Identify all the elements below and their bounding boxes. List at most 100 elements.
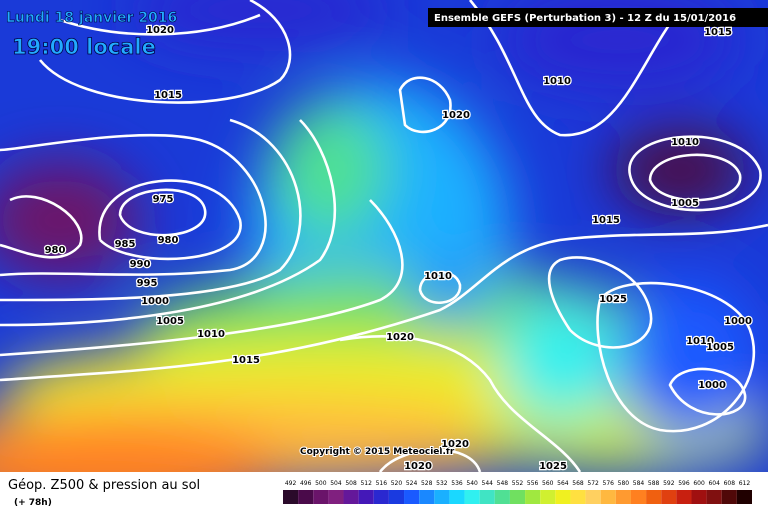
legend-swatch <box>358 490 374 504</box>
isobar-label: 990 <box>130 259 151 270</box>
isobar-label: 1000 <box>724 316 752 327</box>
legend-swatch <box>555 490 571 504</box>
isobar-label: 1005 <box>706 342 734 353</box>
isobar <box>628 135 762 212</box>
isobar-label: 1020 <box>146 25 174 36</box>
legend-swatch <box>661 490 677 504</box>
legend-label: 540 <box>466 480 478 487</box>
isobar-label: 1005 <box>156 316 184 327</box>
legend-swatch <box>509 490 526 504</box>
copyright: Copyright © 2015 Meteociel.fr <box>300 447 455 457</box>
legend-swatch <box>343 490 359 504</box>
isobar-label: 1000 <box>141 296 169 307</box>
legend-swatch <box>691 490 707 504</box>
legend-swatch <box>585 490 601 504</box>
isobar <box>378 448 482 472</box>
legend-label: 600 <box>693 480 705 487</box>
legend-label: 552 <box>512 480 524 487</box>
legend-swatch <box>646 490 662 504</box>
legend-label: 584 <box>633 480 645 487</box>
legend-label: 528 <box>421 480 433 487</box>
legend-swatch <box>706 490 722 504</box>
legend-swatch <box>313 490 329 504</box>
isobar-label: 1020 <box>441 439 469 450</box>
legend-label: 556 <box>527 480 539 487</box>
isobar-label: 1000 <box>698 380 726 391</box>
legend-label: 492 <box>285 480 297 487</box>
legend-label: 576 <box>603 480 615 487</box>
legend-swatch <box>540 490 556 504</box>
legend-label: 604 <box>708 480 720 487</box>
legend-label: 532 <box>436 480 448 487</box>
legend-swatch <box>283 490 299 504</box>
legend-label: 536 <box>451 480 463 487</box>
isobar <box>398 76 452 134</box>
legend-label: 496 <box>300 480 312 487</box>
legend-swatch <box>419 490 435 504</box>
isobar <box>469 0 682 137</box>
legend-label: 512 <box>360 480 372 487</box>
legend-label: 580 <box>618 480 630 487</box>
legend-swatch <box>328 490 344 504</box>
legend-swatch <box>298 490 314 504</box>
isobar-label: 985 <box>115 239 136 250</box>
legend-swatch <box>570 490 586 504</box>
isobar-label: 1010 <box>424 271 452 282</box>
legend-swatch <box>464 490 480 504</box>
legend-label: 564 <box>557 480 569 487</box>
legend-swatch <box>434 490 450 504</box>
legend-label: 592 <box>663 480 675 487</box>
forecast-date: Lundi 18 janvier 2016 <box>6 10 177 26</box>
legend-label: 568 <box>572 480 584 487</box>
run-info: Ensemble GEFS (Perturbation 3) - 12 Z du… <box>434 13 736 24</box>
legend-swatch <box>404 490 420 504</box>
isobar <box>0 195 83 259</box>
footer-lead: (+ 78h) <box>14 498 52 508</box>
isobar-label: 1015 <box>592 215 620 226</box>
isobar <box>38 0 292 104</box>
legend-label: 524 <box>406 480 418 487</box>
isobar-label: 980 <box>45 245 66 256</box>
isobar <box>418 270 462 305</box>
isobar <box>0 223 768 382</box>
isobar-label: 1025 <box>599 294 627 305</box>
isobar <box>0 199 404 357</box>
isobar <box>596 281 756 433</box>
legend-label: 588 <box>648 480 660 487</box>
legend-label: 560 <box>542 480 554 487</box>
isobar-label: 1010 <box>671 137 699 148</box>
isobar <box>339 335 582 472</box>
isobar <box>98 179 242 261</box>
isobar-label: 1015 <box>154 90 182 101</box>
isobar-label: 1020 <box>404 461 432 472</box>
legend-swatch <box>449 490 465 504</box>
legend-swatch <box>630 490 647 504</box>
isobar-label: 975 <box>153 194 174 205</box>
isobar-label: 980 <box>158 235 179 246</box>
legend-label: 612 <box>739 480 751 487</box>
footer-title: Géop. Z500 & pression au sol <box>8 478 200 493</box>
isobar <box>0 118 302 302</box>
legend-label: 508 <box>345 480 357 487</box>
isobar <box>547 256 653 349</box>
legend-label: 520 <box>391 480 403 487</box>
legend-label: 544 <box>482 480 494 487</box>
isobar <box>0 133 267 277</box>
isobar-label: 1010 <box>686 336 714 347</box>
legend-swatch <box>494 490 510 504</box>
legend-label: 504 <box>330 480 342 487</box>
isobar <box>668 367 747 416</box>
isobar <box>59 13 261 36</box>
legend-label: 500 <box>315 480 327 487</box>
legend-swatch <box>736 490 752 504</box>
isobar-label: 1020 <box>386 332 414 343</box>
legend-label: 572 <box>587 480 599 487</box>
legend-swatch <box>388 490 405 504</box>
isobar-label: 1015 <box>704 27 732 38</box>
legend-swatch <box>373 490 389 504</box>
isobar-label: 1005 <box>671 198 699 209</box>
legend-swatch <box>721 490 737 504</box>
